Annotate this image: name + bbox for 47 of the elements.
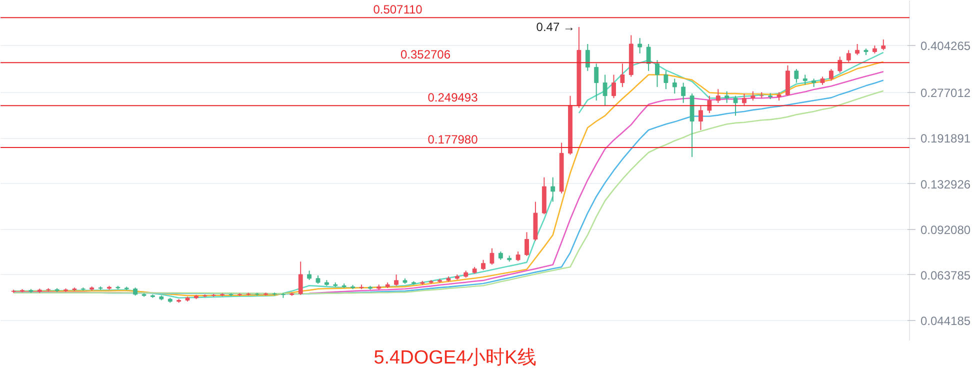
candlestick [524, 232, 529, 256]
candlestick [838, 56, 842, 74]
candlestick [672, 78, 677, 94]
candlestick [742, 93, 746, 106]
ref-line-label: 0.249493 [428, 90, 478, 105]
candlestick [307, 270, 312, 281]
y-tick-label: 0.063785 [920, 268, 971, 282]
candlestick [698, 104, 703, 131]
candlestick [664, 70, 668, 90]
candlestick [750, 90, 756, 102]
candlestick [846, 50, 851, 62]
candlestick [602, 74, 608, 106]
candlestick [881, 39, 886, 51]
candlestick [855, 43, 860, 56]
candlestick [585, 43, 590, 72]
candlestick [716, 88, 720, 104]
candlestick [646, 43, 651, 72]
candlestick [733, 95, 738, 116]
y-tick-label: 0.191891 [920, 132, 971, 146]
candlestick [298, 261, 303, 296]
candlestick [612, 74, 616, 99]
y-tick-label: 0.277012 [920, 86, 971, 100]
candlestick [786, 64, 790, 96]
candlestick [681, 82, 686, 104]
candlestick [802, 74, 808, 86]
candlestick [594, 63, 599, 102]
y-tick-label: 0.092080 [920, 222, 971, 237]
y-tick-label: 0.044185 [920, 314, 971, 328]
candlestick [829, 68, 834, 82]
candlestick [707, 95, 712, 114]
annotation: 0.47 → [536, 20, 575, 34]
candlestick [550, 176, 556, 202]
ref-line-label: 0.507110 [373, 2, 423, 17]
text: 5.4DOGE4小时K线 [374, 348, 536, 368]
candlestick [724, 90, 730, 104]
candlestick [516, 251, 520, 262]
candlestick [394, 274, 398, 286]
candlestick [655, 60, 660, 88]
y-tick-label: 0.404265 [920, 39, 971, 54]
y-tick-label: 0.132926 [920, 177, 971, 192]
ref-line-label: 0.352706 [400, 48, 451, 62]
candlestick [638, 38, 642, 54]
ref-line-label: 0.177980 [428, 132, 478, 147]
candlestick [794, 68, 799, 84]
candlestick [490, 248, 494, 266]
candlestick [620, 63, 625, 88]
candlestick [481, 259, 486, 271]
